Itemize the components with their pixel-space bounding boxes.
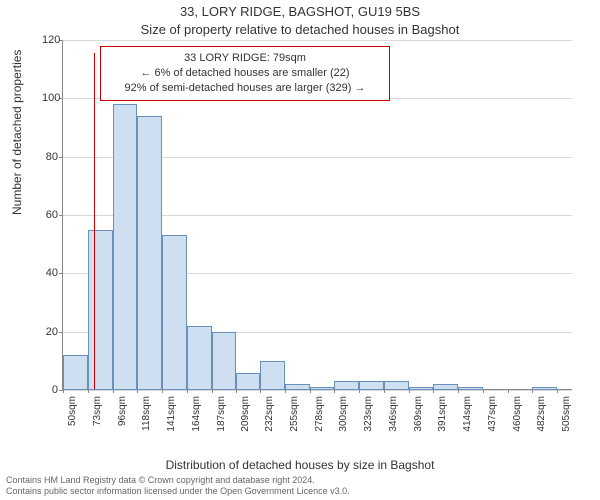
y-tick-label: 120 [42, 34, 58, 46]
x-tick-mark [137, 389, 138, 393]
x-tick-label: 73sqm [92, 396, 103, 436]
x-tick-label: 232sqm [264, 396, 275, 436]
y-tick-label: 0 [42, 384, 58, 396]
page-title: 33, LORY RIDGE, BAGSHOT, GU19 5BS [0, 4, 600, 19]
x-tick-label: 482sqm [536, 396, 547, 436]
histogram-bar [162, 235, 187, 390]
x-tick-mark [384, 389, 385, 393]
x-tick-mark [532, 389, 533, 393]
x-tick-label: 187sqm [216, 396, 227, 436]
x-axis-label: Distribution of detached houses by size … [0, 458, 600, 472]
annotation-box: 33 LORY RIDGE: 79sqm ← 6% of detached ho… [100, 46, 390, 101]
histogram-bar [187, 326, 212, 390]
x-tick-mark [433, 389, 434, 393]
x-tick-label: 437sqm [487, 396, 498, 436]
y-tick-label: 80 [42, 151, 58, 163]
footer-line-2: Contains public sector information licen… [6, 486, 594, 498]
histogram-bar [113, 104, 137, 390]
chart-container: 33, LORY RIDGE, BAGSHOT, GU19 5BS Size o… [0, 0, 600, 500]
histogram-bar [236, 373, 261, 391]
histogram-bar [433, 384, 458, 390]
x-tick-label: 346sqm [388, 396, 399, 436]
x-tick-mark [187, 389, 188, 393]
x-tick-mark [508, 389, 509, 393]
histogram-bar [137, 116, 162, 390]
histogram-bar [384, 381, 409, 390]
y-tick-label: 60 [42, 209, 58, 221]
footer-attribution: Contains HM Land Registry data © Crown c… [6, 475, 594, 498]
x-tick-mark [236, 389, 237, 393]
x-tick-mark [458, 389, 459, 393]
x-tick-mark [359, 389, 360, 393]
x-tick-label: 209sqm [240, 396, 251, 436]
x-tick-label: 50sqm [67, 396, 78, 436]
x-tick-label: 369sqm [413, 396, 424, 436]
histogram-bar [88, 230, 113, 390]
x-tick-label: 300sqm [338, 396, 349, 436]
x-tick-mark [113, 389, 114, 393]
x-tick-mark [63, 389, 64, 393]
y-tick-label: 20 [42, 326, 58, 338]
x-tick-mark [285, 389, 286, 393]
x-tick-label: 414sqm [462, 396, 473, 436]
histogram-bar [63, 355, 88, 390]
x-tick-mark [88, 389, 89, 393]
y-tick-label: 100 [42, 92, 58, 104]
x-tick-mark [409, 389, 410, 393]
grid-line [63, 390, 572, 391]
x-tick-mark [162, 389, 163, 393]
annotation-line-3: 92% of semi-detached houses are larger (… [109, 81, 381, 96]
x-tick-label: 391sqm [437, 396, 448, 436]
annotation-line-1: 33 LORY RIDGE: 79sqm [109, 51, 381, 66]
x-tick-label: 255sqm [289, 396, 300, 436]
x-tick-mark [310, 389, 311, 393]
x-tick-label: 460sqm [512, 396, 523, 436]
histogram-bar [458, 387, 483, 390]
histogram-bar [212, 332, 236, 390]
histogram-bar [532, 387, 557, 390]
x-tick-label: 96sqm [117, 396, 128, 436]
histogram-bar [260, 361, 285, 390]
x-tick-label: 141sqm [166, 396, 177, 436]
x-tick-label: 323sqm [363, 396, 374, 436]
histogram-bar [359, 381, 384, 390]
x-tick-mark [483, 389, 484, 393]
histogram-bar [285, 384, 310, 390]
x-tick-label: 278sqm [314, 396, 325, 436]
x-tick-mark [260, 389, 261, 393]
x-tick-mark [334, 389, 335, 393]
histogram-bar [409, 387, 433, 390]
marker-line [94, 53, 95, 389]
footer-line-1: Contains HM Land Registry data © Crown c… [6, 475, 594, 487]
x-tick-label: 118sqm [141, 396, 152, 436]
x-tick-mark [212, 389, 213, 393]
x-tick-mark [557, 389, 558, 393]
histogram-bar [334, 381, 359, 390]
chart-subtitle: Size of property relative to detached ho… [0, 22, 600, 37]
annotation-line-2: ← 6% of detached houses are smaller (22) [109, 66, 381, 81]
y-tick-label: 40 [42, 267, 58, 279]
y-axis-label: Number of detached properties [10, 50, 24, 215]
x-tick-label: 164sqm [191, 396, 202, 436]
x-tick-label: 505sqm [561, 396, 572, 436]
histogram-bar [310, 387, 334, 390]
